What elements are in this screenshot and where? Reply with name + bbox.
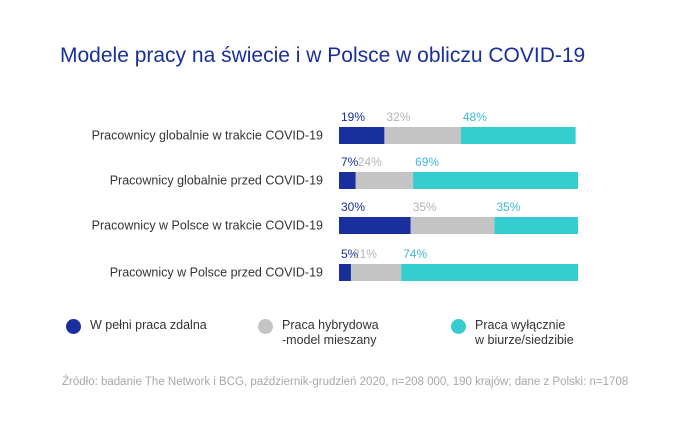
- legend-swatch-office: [451, 319, 466, 334]
- data-label: 5%: [341, 247, 359, 261]
- data-label: 19%: [341, 110, 365, 124]
- bar-segment: [413, 172, 578, 189]
- source-note: Źródło: badanie The Network i BCG, paźdz…: [62, 376, 629, 388]
- bar-segment: [339, 127, 385, 144]
- data-label: 74%: [403, 247, 427, 261]
- bar-segment: [410, 217, 495, 234]
- bar-segment: [494, 217, 578, 234]
- data-label: 24%: [358, 155, 382, 169]
- bar-segment: [339, 264, 351, 281]
- legend-swatch-hybrid: [258, 319, 273, 334]
- data-label: 21%: [353, 247, 377, 261]
- bar-segment: [350, 264, 402, 281]
- data-label: 35%: [496, 200, 520, 214]
- data-label: 35%: [413, 200, 437, 214]
- category-label: Pracownicy globalnie przed COVID-19: [110, 174, 323, 188]
- chart-title: Modele pracy na świecie i w Polsce w obl…: [60, 44, 586, 67]
- legend-label-office: Praca wyłącznie w biurze/siedzibie: [475, 318, 574, 347]
- legend-item-office: Praca wyłącznie w biurze/siedzibie: [451, 318, 574, 348]
- bar-segment: [339, 217, 411, 234]
- bar-segment: [401, 264, 578, 281]
- category-label: Pracownicy w Polsce w trakcie COVID-19: [92, 219, 323, 233]
- bar-segment: [339, 172, 356, 189]
- data-label: 30%: [341, 200, 365, 214]
- bar-segment: [355, 172, 414, 189]
- data-label: 32%: [386, 110, 410, 124]
- legend-swatch-remote: [66, 319, 81, 334]
- legend-label-remote: W pełni praca zdalna: [90, 318, 207, 332]
- category-label: Pracownicy w Polsce przed COVID-19: [110, 266, 323, 280]
- data-label: 7%: [341, 155, 359, 169]
- bar-segment: [460, 127, 576, 144]
- legend-item-remote: W pełni praca zdalna: [66, 318, 207, 334]
- data-label: 69%: [415, 155, 439, 169]
- data-label: 48%: [463, 110, 487, 124]
- category-label: Pracownicy globalnie w trakcie COVID-19: [92, 129, 323, 143]
- stacked-bar-chart: Pracownicy globalnie w trakcie COVID-19 1…: [92, 110, 578, 281]
- legend-label-hybrid: Praca hybrydowa -model mieszany: [282, 318, 379, 347]
- bar-segment: [384, 127, 461, 144]
- legend-item-hybrid: Praca hybrydowa -model mieszany: [258, 318, 379, 348]
